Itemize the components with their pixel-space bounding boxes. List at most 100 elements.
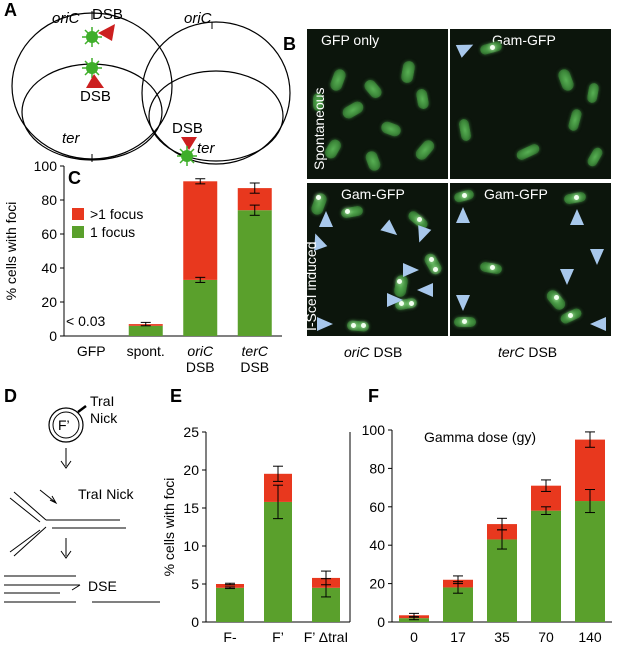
arrow-icon	[387, 293, 403, 307]
y-tick-label: 5	[191, 576, 199, 592]
y-tick-label: 100	[34, 160, 58, 174]
y-tick-label: 40	[369, 537, 385, 553]
row-label-spontaneous: Spontaneous	[311, 87, 327, 170]
arrow-icon	[412, 225, 432, 245]
x-tick-label: 17	[450, 629, 466, 645]
dsb-marker-icon	[86, 74, 104, 88]
x-tick-label: 0	[410, 629, 418, 645]
chart-title: Gamma dose (gy)	[424, 429, 536, 445]
caption-terc-dsb: terC DSB	[498, 344, 558, 360]
x-tick-label: F’ ΔtraI	[304, 629, 349, 645]
chart-e: 0 5 10 15 20 25 % cells with foci F- F’ F’ ΔtraI	[161, 424, 351, 645]
bar-one-focus	[237, 210, 272, 336]
bar-one-focus	[264, 501, 292, 622]
row-label-induced: I-SceI induced	[307, 241, 319, 332]
panel-label-e: E	[170, 386, 183, 406]
x-tick-label: 70	[538, 629, 554, 645]
y-tick-label: 80	[41, 192, 57, 208]
bar-one-focus	[183, 279, 218, 336]
bar-multi-focus	[183, 181, 218, 280]
y-axis-label: % cells with foci	[161, 478, 177, 577]
arrow-icon	[317, 317, 333, 331]
arrow-head-icon	[60, 460, 72, 469]
x-tick-label: DSB	[186, 359, 215, 375]
y-tick-label: 25	[183, 424, 199, 440]
dsb-marker-icon	[98, 24, 115, 41]
plasmid-outer	[48, 407, 84, 443]
y-tick-label: 60	[369, 499, 385, 515]
caption-oric-dsb: oriC DSB	[344, 344, 403, 360]
nick-mark	[77, 405, 87, 413]
x-tick-label: DSB	[240, 359, 269, 375]
label-dsb-mid: DSB	[80, 88, 111, 105]
inner-chromosome-right	[148, 70, 284, 162]
outer-chromosome-right	[141, 21, 291, 165]
y-tick-label: 20	[41, 294, 57, 310]
y-tick-label: 10	[183, 538, 199, 554]
arrow-icon	[380, 219, 402, 241]
x-tick-label: oriC	[187, 343, 214, 359]
dsb-marker-icon	[181, 137, 197, 150]
bar-one-focus	[575, 501, 605, 622]
label-plasmid: F’	[58, 417, 70, 433]
x-tick-label: F’	[272, 629, 284, 645]
micrograph-oric-dsb: Gam-GFP I-SceI induced	[307, 183, 448, 336]
arrow-icon	[456, 295, 470, 311]
label-dsb-top: DSB	[92, 6, 123, 23]
legend-label-one: 1 focus	[90, 224, 135, 240]
y-tick-label: 20	[369, 576, 385, 592]
arrow-icon	[455, 38, 477, 58]
x-tick-label: terC	[242, 343, 269, 359]
legend-swatch-one	[72, 226, 84, 238]
y-tick-label: 60	[41, 226, 57, 242]
y-tick-label: 15	[183, 500, 199, 516]
micrograph-gfp-only: GFP only	[307, 29, 448, 179]
x-tick-label: F-	[223, 629, 237, 645]
micrograph-label: Gam-GFP	[341, 186, 405, 202]
x-tick-label: GFP	[77, 343, 106, 359]
label-oric-right: oriC	[184, 10, 212, 27]
y-tick-label: 20	[183, 462, 199, 478]
y-tick-label: 80	[369, 460, 385, 476]
arrow-icon	[570, 209, 584, 225]
label-dse: DSE	[88, 578, 117, 594]
micrograph-label: Gam-GFP	[484, 186, 548, 202]
label-ter-left: ter	[62, 130, 80, 147]
label-oric-left: oriC	[52, 10, 80, 27]
dsb-star-icon	[177, 146, 197, 166]
y-tick-label: 100	[362, 422, 386, 438]
bar-multi-focus	[216, 584, 244, 588]
arrow-icon	[403, 263, 419, 277]
x-tick-label: 35	[494, 629, 510, 645]
y-tick-label: 0	[49, 328, 57, 344]
y-axis-label: % cells with foci	[3, 202, 19, 301]
chart-f: 0 20 40 60 80 100 0 17 35 70 140 Gamma dose (gy)	[362, 422, 612, 645]
annotation: < 0.03	[66, 313, 106, 329]
panel-label-b: B	[283, 34, 296, 54]
label-nick-top: Nick	[90, 410, 118, 426]
arrow-icon	[590, 249, 604, 265]
bar-one-focus	[216, 587, 244, 622]
arrow-icon	[560, 269, 574, 285]
panel-label-d: D	[4, 386, 17, 406]
panel-a-diagram	[11, 11, 291, 166]
y-tick-label: 0	[377, 614, 385, 630]
legend-label-multi: >1 focus	[90, 206, 143, 222]
bar-one-focus	[531, 510, 561, 622]
y-tick-label: 40	[41, 260, 57, 276]
legend-swatch-multi	[72, 208, 84, 220]
panel-d-diagram	[4, 405, 160, 603]
arrow-icon	[456, 207, 470, 223]
y-tick-label: 0	[191, 614, 199, 630]
micrograph-gam-gfp-spontaneous: Gam-GFP	[450, 29, 611, 179]
label-ter-right: ter	[197, 140, 215, 157]
arrow-icon	[319, 211, 333, 227]
chart-c: 0 20 40 60 80 100 % cells with foci GFP spont. or…	[3, 160, 282, 375]
panel-label-c: C	[68, 168, 81, 188]
x-tick-label: spont.	[127, 343, 165, 359]
micrograph-label: GFP only	[321, 32, 380, 48]
arrow-icon	[590, 317, 606, 331]
micrograph-terc-dsb: Gam-GFP	[450, 183, 611, 336]
plasmid-inner	[52, 411, 80, 439]
micrograph-label: Gam-GFP	[492, 32, 556, 48]
